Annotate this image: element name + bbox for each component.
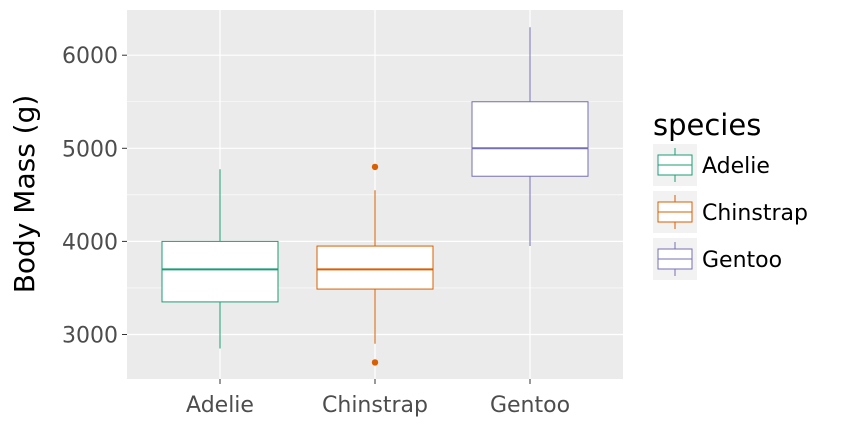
y-axis-title: Body Mass (g): [8, 95, 41, 294]
interquartile-box: [471, 101, 589, 177]
box-adelie: [161, 169, 279, 349]
legend-item-gentoo: Gentoo: [653, 238, 782, 280]
x-tick-label: Chinstrap: [322, 393, 428, 418]
x-axis-tick-labels: Adelie Chinstrap Gentoo: [186, 379, 570, 418]
interquartile-box: [316, 245, 434, 290]
y-tick-label: 6000: [62, 44, 118, 69]
legend-label: Chinstrap: [702, 201, 808, 226]
outlier-point: [371, 163, 379, 171]
box-chinstrap: [316, 163, 434, 366]
box-series: [161, 27, 589, 366]
legend-item-chinstrap: Chinstrap: [653, 191, 808, 233]
legend-label: Adelie: [702, 154, 770, 179]
legend-item-adelie: Adelie: [653, 144, 770, 186]
y-tick-label: 5000: [62, 137, 118, 162]
y-axis-tick-labels: 3000 4000 5000 6000: [62, 44, 127, 349]
legend-title: species: [653, 108, 761, 142]
y-tick-label: 3000: [62, 324, 118, 349]
outlier-point: [371, 359, 379, 366]
legend-label: Gentoo: [702, 248, 782, 273]
x-tick-label: Gentoo: [490, 393, 570, 418]
box-gentoo: [471, 27, 589, 247]
interquartile-box: [161, 240, 279, 303]
x-tick-label: Adelie: [186, 393, 254, 418]
y-tick-label: 4000: [62, 230, 118, 255]
legend: Adelie Chinstrap Gentoo: [653, 144, 808, 280]
